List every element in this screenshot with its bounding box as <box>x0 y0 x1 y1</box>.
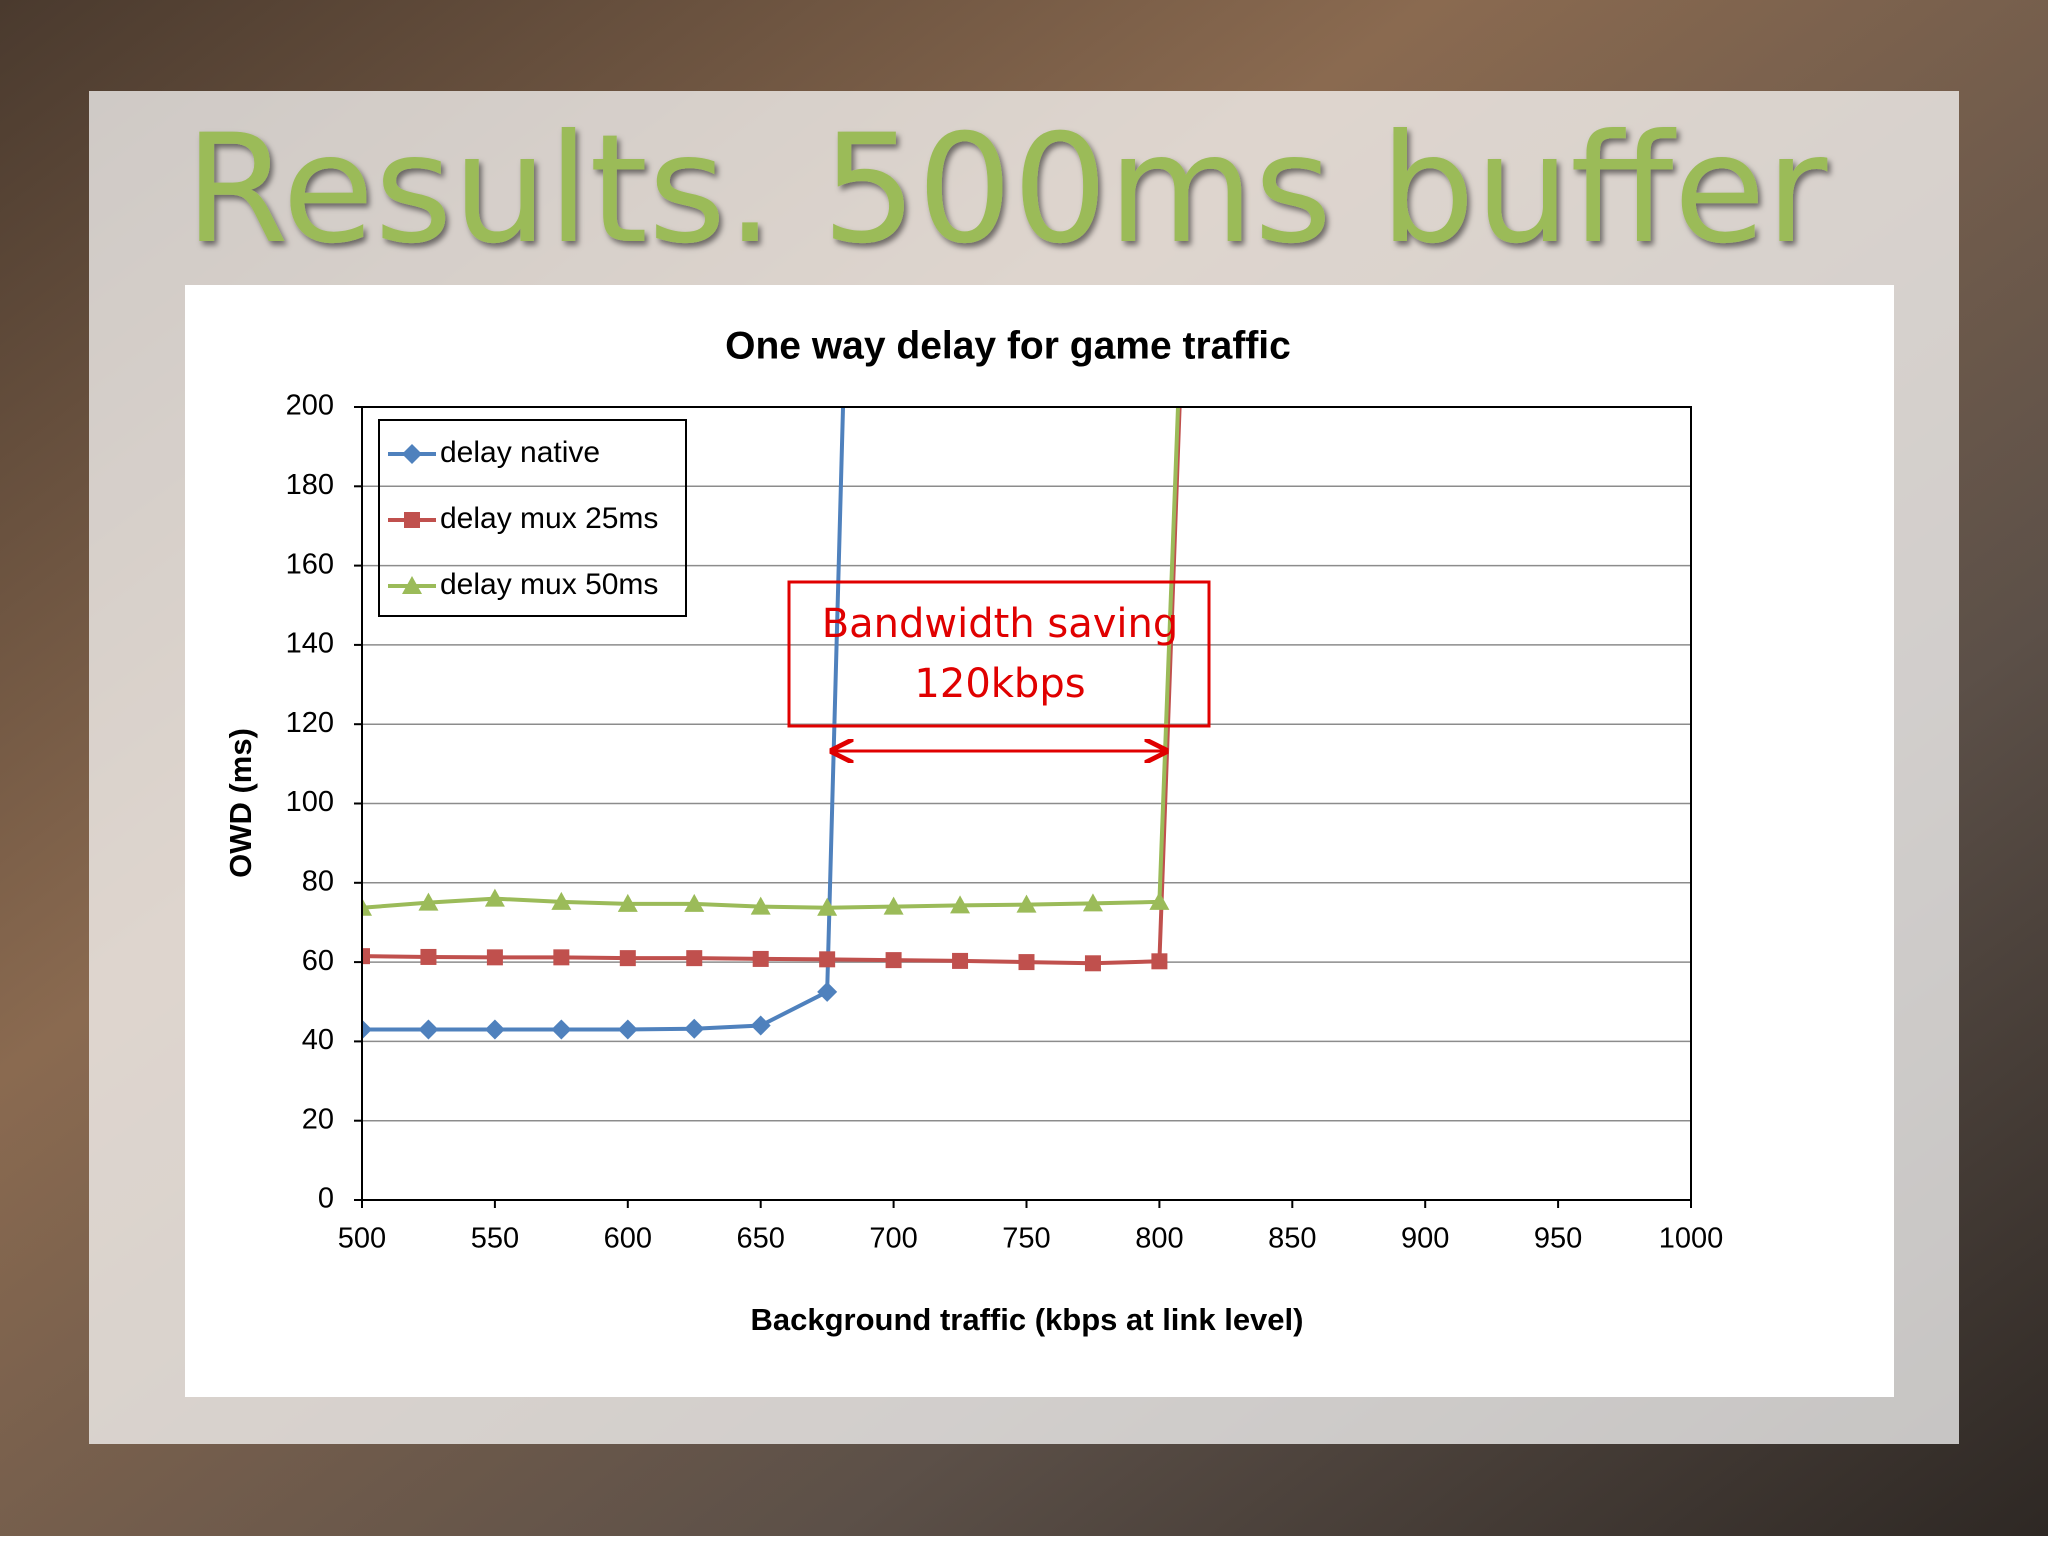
marker <box>883 896 904 915</box>
marker <box>1149 891 1170 910</box>
x-tick-label: 550 <box>471 1223 519 1255</box>
x-tick-label: 850 <box>1268 1223 1316 1255</box>
marker <box>402 444 422 464</box>
marker <box>553 949 570 966</box>
x-tick-label: 700 <box>869 1223 917 1255</box>
marker <box>885 952 902 969</box>
y-tick-label: 40 <box>302 1024 334 1056</box>
y-axis-label: OWD (ms) <box>223 728 258 878</box>
marker <box>1082 893 1103 912</box>
series-line <box>362 407 1182 966</box>
marker <box>686 950 703 967</box>
slide-title: Results. 500ms buffer <box>185 103 1828 277</box>
marker <box>750 1015 771 1036</box>
marker <box>750 896 771 915</box>
marker <box>684 893 705 912</box>
chart-area <box>185 285 1894 1397</box>
marker <box>1151 953 1168 970</box>
x-tick-label: 600 <box>604 1223 652 1255</box>
marker <box>404 512 420 528</box>
marker <box>418 892 439 911</box>
chart-title: One way delay for game traffic <box>725 324 1291 367</box>
x-axis-label: Background traffic (kbps at link level) <box>751 1302 1304 1337</box>
marker <box>484 1019 505 1040</box>
marker <box>1016 894 1037 913</box>
plot-border <box>361 406 1692 1201</box>
y-tick-label: 160 <box>286 548 334 580</box>
marker <box>551 891 572 910</box>
marker <box>486 949 503 966</box>
y-tick-label: 100 <box>286 786 334 818</box>
marker <box>619 950 636 967</box>
marker <box>617 893 638 912</box>
series-line <box>362 407 1181 910</box>
x-tick-label: 800 <box>1135 1223 1183 1255</box>
marker <box>819 951 836 968</box>
marker <box>420 948 437 965</box>
marker <box>752 950 769 967</box>
marker <box>362 897 372 916</box>
legend-label: delay mux 25ms <box>440 502 658 535</box>
legend-label: delay mux 50ms <box>440 568 658 601</box>
y-tick-label: 120 <box>286 707 334 739</box>
marker <box>418 1019 439 1040</box>
marker <box>402 576 422 594</box>
x-tick-label: 650 <box>737 1223 785 1255</box>
legend-label: delay native <box>440 436 600 469</box>
marker <box>1084 955 1101 972</box>
y-tick-label: 180 <box>286 469 334 501</box>
legend-box <box>378 419 687 617</box>
y-tick-label: 60 <box>302 945 334 977</box>
marker <box>817 897 838 916</box>
plot <box>362 407 1182 1040</box>
marker <box>952 952 969 969</box>
marker <box>617 1019 638 1040</box>
x-tick-label: 1000 <box>1659 1223 1724 1255</box>
y-tick-label: 140 <box>286 628 334 660</box>
x-tick-label: 500 <box>338 1223 386 1255</box>
marker <box>684 1018 705 1039</box>
annotation-box <box>787 580 1211 728</box>
marker <box>1018 954 1035 971</box>
legend: delay native delay mux 25ms delay mux 50ms <box>378 419 687 617</box>
marker <box>817 981 838 1002</box>
annotation: 120kbps <box>914 661 1085 707</box>
x-tick-label: 750 <box>1002 1223 1050 1255</box>
marker <box>362 948 370 965</box>
x-tick-label: 950 <box>1534 1223 1582 1255</box>
marker <box>551 1019 572 1040</box>
y-tick-label: 80 <box>302 865 334 897</box>
y-tick-label: 20 <box>302 1103 334 1135</box>
y-tick-label: 200 <box>286 390 334 422</box>
x-tick-label: 900 <box>1401 1223 1449 1255</box>
y-tick-label: 0 <box>318 1183 334 1215</box>
marker <box>362 1019 372 1040</box>
marker <box>950 895 971 914</box>
marker <box>484 888 505 907</box>
annotation: Bandwidth saving <box>822 601 1179 647</box>
